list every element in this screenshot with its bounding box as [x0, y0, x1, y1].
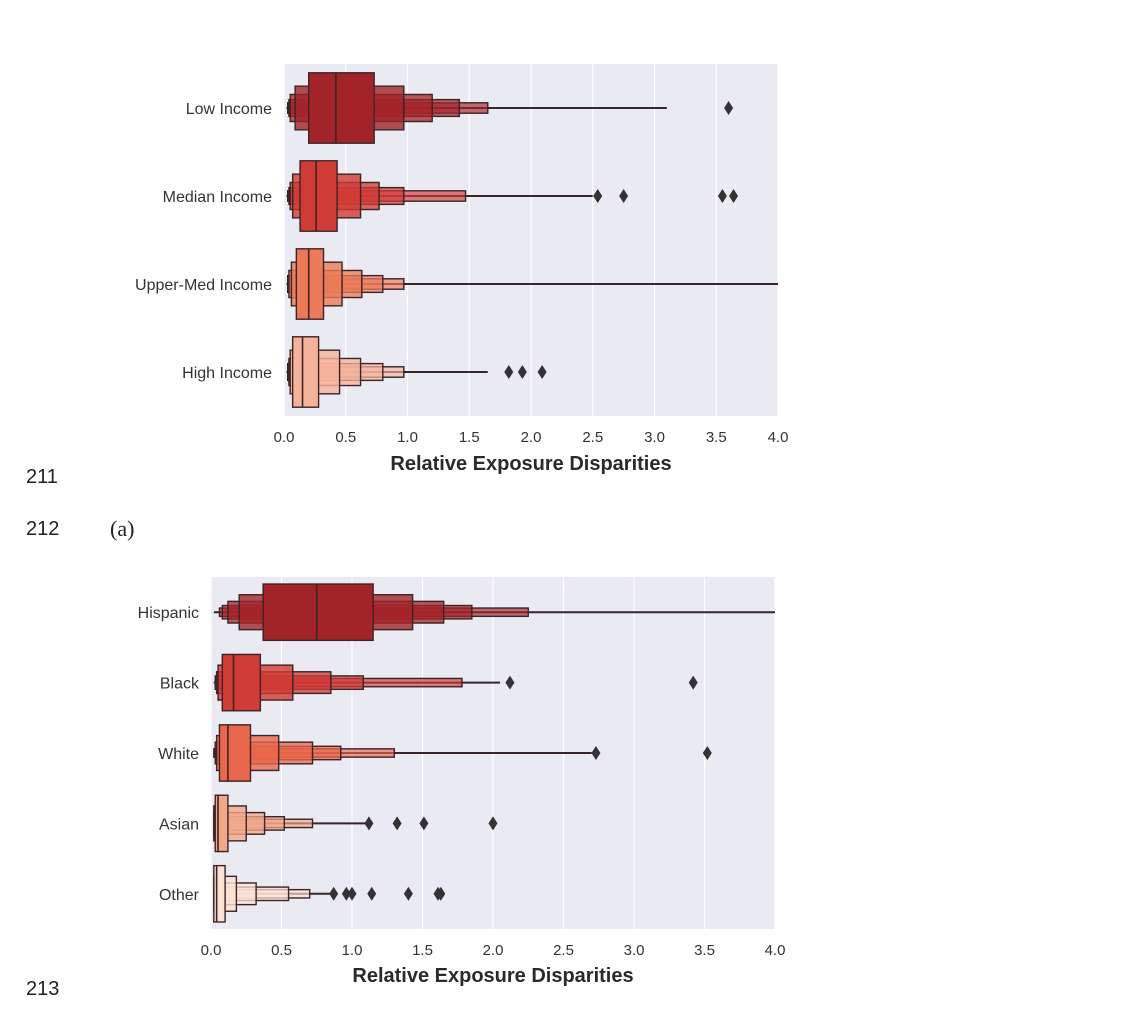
x-axis-title: Relative Exposure Disparities: [390, 453, 671, 475]
outlier-point: [517, 365, 527, 379]
category-label: Median Income: [163, 189, 272, 206]
x-tick-label: 1.5: [459, 429, 480, 446]
x-tick-label: 4.0: [765, 942, 786, 959]
x-tick-label: 3.0: [624, 942, 645, 959]
boxen-level-1: [262, 583, 374, 642]
boxen-level-1: [213, 864, 226, 923]
series-hispanic: Hispanic: [138, 583, 775, 642]
line-number-211: 211: [26, 466, 58, 488]
series-black: Black: [160, 653, 698, 712]
category-label: White: [158, 746, 199, 763]
series-white: White: [158, 724, 712, 782]
outlier-point: [619, 189, 629, 203]
x-tick-label: 3.0: [644, 429, 665, 446]
series-high-income: High Income: [182, 336, 547, 408]
x-tick-label: 3.5: [694, 942, 715, 959]
x-tick-label: 2.0: [521, 429, 542, 446]
line-number-212: 212: [26, 518, 60, 540]
series-median-income: Median Income: [163, 160, 739, 232]
category-label: Other: [159, 887, 200, 904]
category-label: Black: [160, 676, 200, 693]
series-upper-med-income: Upper-Med Income: [135, 248, 778, 320]
category-label: Hispanic: [138, 605, 199, 622]
outlier-point: [504, 365, 514, 379]
outlier-point: [724, 101, 734, 115]
series-low-income: Low Income: [186, 72, 734, 144]
x-tick-label: 4.0: [768, 429, 789, 446]
outlier-point: [729, 189, 739, 203]
x-tick-label: 0.5: [335, 429, 356, 446]
x-tick-label: 0.5: [271, 942, 292, 959]
boxen-level-1: [299, 160, 338, 232]
category-label: High Income: [182, 365, 272, 382]
outlier-point: [341, 886, 351, 901]
x-axis-title: Relative Exposure Disparities: [352, 965, 633, 987]
outlier-point: [436, 886, 446, 901]
outlier-point: [347, 886, 357, 901]
boxen-level-1: [291, 336, 320, 408]
x-tick-label: 0.0: [274, 429, 295, 446]
boxen-level-1: [295, 248, 325, 320]
category-label: Upper-Med Income: [135, 277, 272, 294]
outlier-point: [593, 189, 603, 203]
outlier-point: [419, 816, 429, 831]
category-label: Asian: [159, 816, 199, 833]
outlier-point: [392, 816, 402, 831]
outlier-point: [403, 886, 413, 901]
chart-panel-2: 0.0 0.5 1.0 1.5 2.0 2.5 3.0 3.5 4.0 Relative Expo…: [138, 577, 786, 987]
outlier-point: [688, 675, 698, 690]
outlier-point: [367, 886, 377, 901]
category-label: Low Income: [186, 101, 272, 118]
outlier-point: [702, 746, 712, 760]
outlier-point: [505, 675, 515, 690]
outlier-point: [717, 189, 727, 203]
x-tick-label: 1.0: [342, 942, 363, 959]
chart-panel-1: 0.0 0.5 1.0 1.5 2.0 2.5 3.0 3.5 4.0 Relative Expo…: [135, 64, 788, 475]
x-tick-label: 1.0: [397, 429, 418, 446]
x-tick-label: 1.5: [412, 942, 433, 959]
line-number-213: 213: [26, 978, 60, 1000]
outlier-point: [537, 365, 547, 379]
x-tick-label: 2.0: [483, 942, 504, 959]
boxen-level-1: [218, 724, 252, 782]
boxen-level-1: [221, 653, 262, 712]
boxen-level-1: [308, 72, 375, 144]
outlier-point: [329, 886, 339, 901]
boxen-level-1: [214, 794, 229, 853]
series-other: Other: [159, 864, 446, 923]
outlier-point: [364, 816, 374, 831]
x-tick-label: 0.0: [201, 942, 222, 959]
outlier-point: [488, 816, 498, 831]
figure-caption-a: (a): [110, 516, 135, 541]
x-tick-label: 3.5: [706, 429, 727, 446]
outlier-point: [591, 746, 601, 760]
x-tick-label: 2.5: [553, 942, 574, 959]
series-asian: Asian: [159, 794, 498, 853]
x-tick-label: 2.5: [582, 429, 603, 446]
